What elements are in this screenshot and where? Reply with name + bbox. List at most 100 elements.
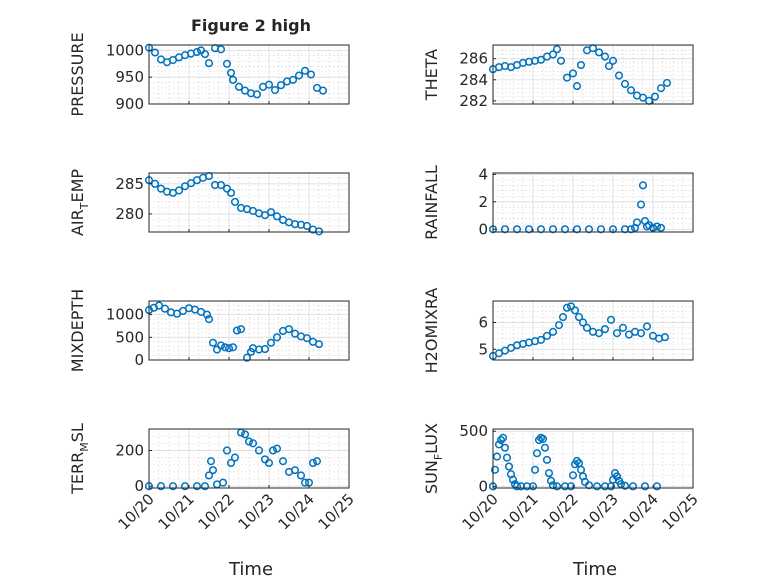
data-point — [592, 482, 602, 491]
data-point — [500, 443, 510, 452]
data-point — [548, 225, 558, 234]
data-point — [566, 482, 576, 491]
data-point — [314, 340, 324, 349]
data-point — [548, 327, 558, 336]
data-point — [242, 353, 252, 362]
ytick-label: 500 — [459, 422, 488, 440]
data-point — [536, 225, 546, 234]
data-point — [542, 455, 552, 464]
ytick-label: 900 — [115, 95, 144, 113]
data-point — [206, 457, 216, 466]
data-point — [540, 443, 550, 452]
data-point — [656, 84, 666, 93]
xtick-label: 10/20 — [115, 490, 158, 533]
data-point — [560, 225, 570, 234]
data-point — [584, 481, 594, 490]
data-point — [222, 446, 232, 455]
data-point — [290, 466, 300, 475]
data-point — [594, 48, 604, 57]
ytick-label: 280 — [115, 205, 144, 223]
data-point — [620, 79, 630, 89]
data-point — [202, 310, 212, 319]
data-point — [294, 71, 304, 80]
axes-box — [148, 300, 350, 361]
ytick-label: 286 — [459, 50, 488, 68]
data-point — [204, 59, 214, 68]
data-point — [272, 444, 282, 453]
xtick-label: 10/23 — [579, 490, 622, 533]
x-axis-label-left: Time — [228, 559, 273, 580]
data-point — [302, 221, 312, 231]
xtick-label: 10/22 — [539, 490, 582, 533]
data-point — [208, 338, 218, 347]
data-point — [236, 325, 246, 334]
data-point — [230, 197, 240, 206]
data-point — [578, 318, 588, 327]
data-point — [638, 181, 648, 190]
y-axis-label: SUNFLUX — [422, 423, 445, 494]
y-axis-label: H2OMIXRA — [422, 288, 441, 374]
data-point — [192, 482, 202, 491]
ytick-label: 1000 — [106, 306, 144, 324]
xtick-label: 10/20 — [459, 490, 502, 533]
data-point — [272, 333, 282, 342]
data-point — [154, 301, 164, 310]
data-point — [532, 449, 542, 458]
ytick-label: 4 — [478, 165, 488, 183]
xtick-label: 10/24 — [275, 490, 318, 533]
panel-sun_flux: 0 500 SUNFLUX 10/2010/2110/2210/2310/2410/2… — [422, 422, 702, 533]
data-point — [254, 446, 264, 455]
ytick-label: 950 — [115, 68, 144, 86]
panel-rainfall: 0 2 4 RAINFALL — [422, 165, 694, 240]
y-axis-label: PRESSURE — [68, 32, 87, 116]
data-point — [272, 212, 282, 221]
data-point — [570, 306, 580, 315]
axes-box — [148, 428, 350, 489]
xtick-label: 10/25 — [659, 490, 702, 533]
data-point — [662, 78, 672, 87]
data-point — [502, 453, 512, 462]
data-point — [222, 59, 232, 68]
data-point — [600, 325, 610, 334]
axes-box — [492, 44, 694, 105]
data-point — [248, 439, 258, 448]
data-point — [562, 303, 572, 312]
data-point — [156, 482, 166, 491]
data-point — [216, 341, 226, 350]
data-point — [252, 90, 262, 99]
figure-title: Figure 2 high — [191, 16, 311, 35]
data-point — [512, 482, 522, 491]
data-point — [314, 227, 324, 236]
data-point — [594, 329, 604, 338]
data-point — [220, 343, 230, 352]
data-point — [652, 482, 662, 491]
axes-box — [148, 44, 350, 105]
data-point — [264, 458, 274, 468]
data-point — [490, 465, 500, 474]
y-axis-label: THETA — [422, 49, 441, 101]
data-point — [562, 73, 572, 82]
data-point — [288, 75, 298, 84]
data-point — [224, 344, 234, 353]
data-point — [650, 92, 660, 101]
data-point — [192, 47, 202, 57]
data-point — [604, 62, 614, 71]
data-point — [524, 225, 534, 234]
data-point — [528, 482, 538, 491]
data-point — [600, 52, 610, 61]
data-point — [306, 70, 316, 79]
panel-h2omixra: 5 6 H2OMIXRA — [422, 288, 694, 374]
data-point — [548, 481, 558, 490]
ytick-label: 500 — [115, 328, 144, 346]
panel-mixdepth: 0 500 1000 MIXDEPTH — [68, 289, 350, 372]
data-point — [572, 82, 582, 91]
y-axis-label: AIRTEMP — [68, 169, 91, 236]
data-point — [498, 433, 508, 442]
axes-box — [148, 172, 350, 233]
data-point — [204, 315, 214, 324]
data-point — [620, 481, 630, 490]
data-point — [584, 225, 594, 234]
ytick-label: 0 — [478, 220, 488, 238]
data-point — [636, 200, 646, 209]
